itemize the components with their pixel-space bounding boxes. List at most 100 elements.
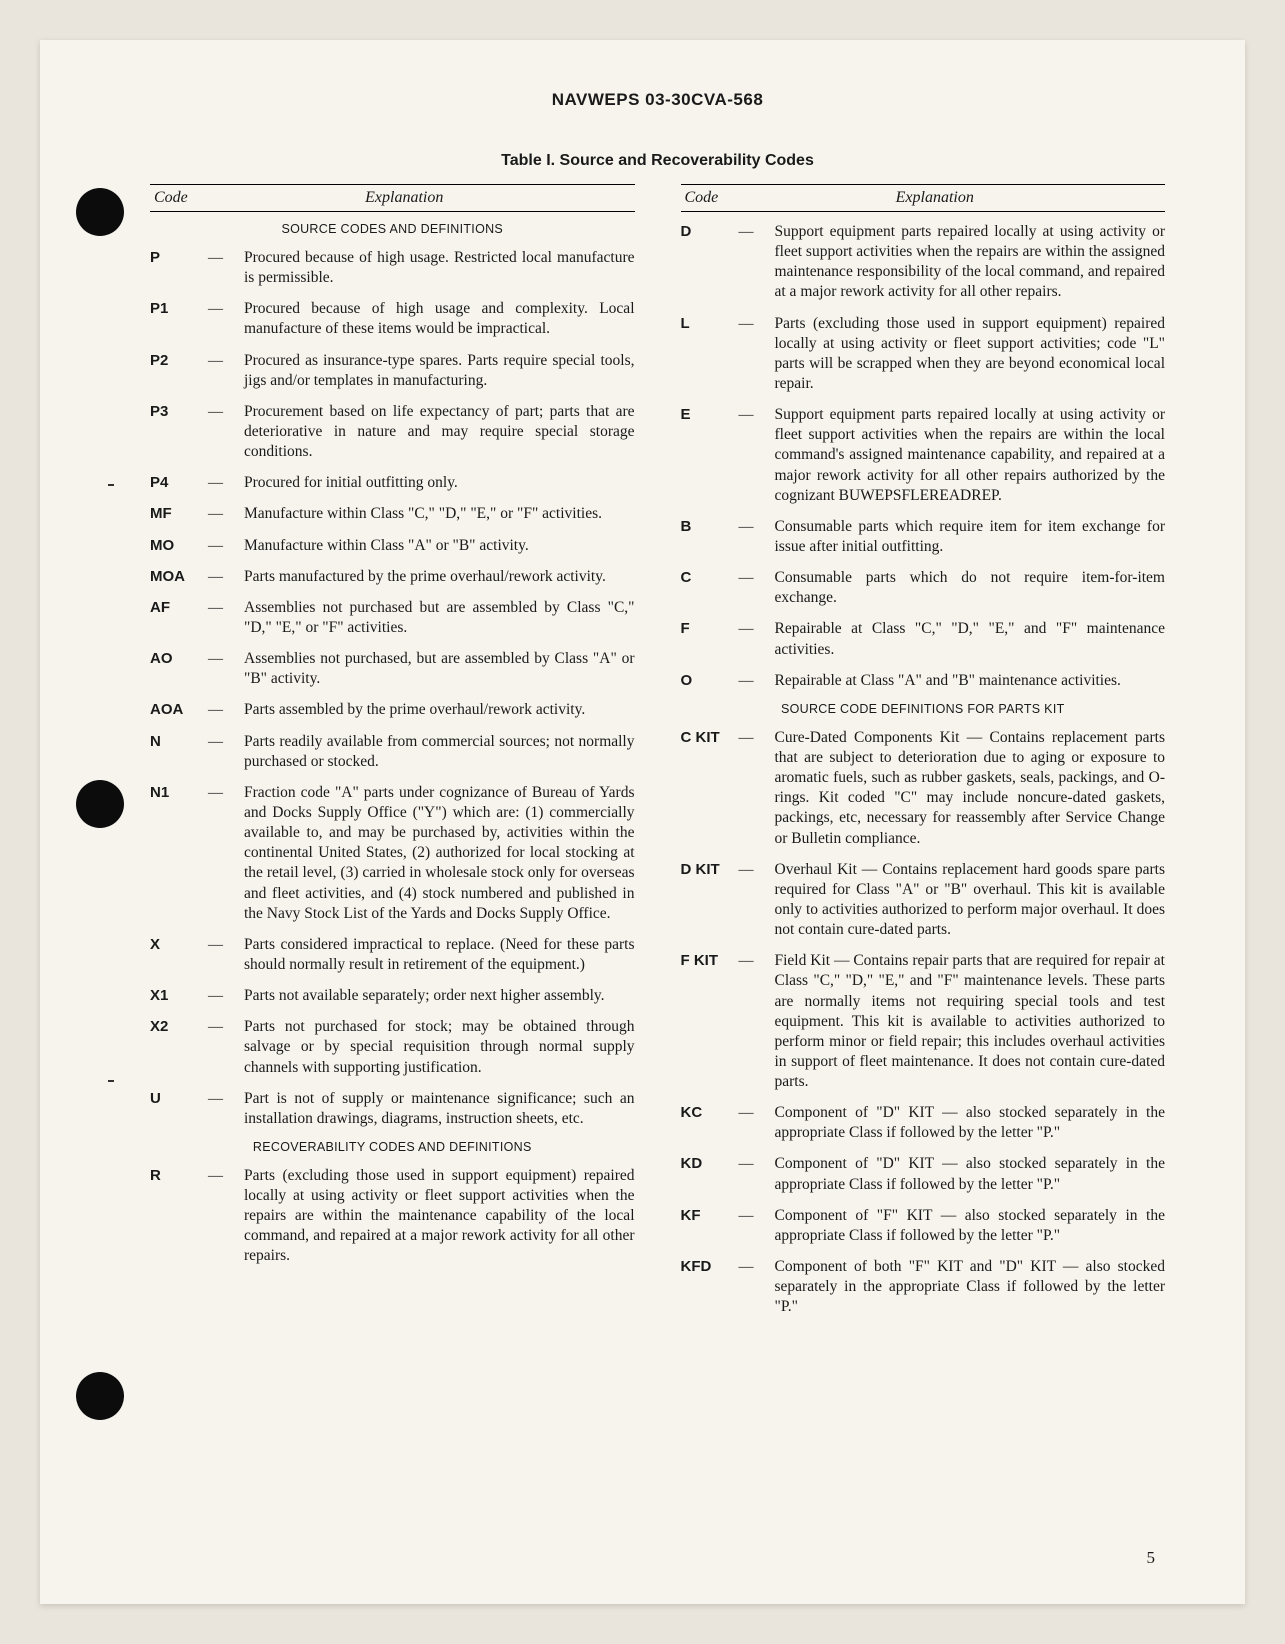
entry-code: P2: [150, 352, 208, 369]
code-entry: D—Support equipment parts repaired local…: [681, 222, 1166, 303]
entry-code: KFD: [681, 1258, 739, 1275]
entry-explanation: Procured for initial outfitting only.: [244, 473, 635, 493]
right-kit-entries: C KIT — Cure-Dated Components Kit — Contai…: [681, 728, 1166, 1318]
code-entry: C KIT—Cure-Dated Components Kit — Contai…: [681, 728, 1166, 849]
code-entry: MOA—Parts manufactured by the prime over…: [150, 567, 635, 587]
punch-hole: [76, 1372, 124, 1420]
entry-explanation: Cure-Dated Components Kit — Contains rep…: [775, 728, 1166, 849]
entry-dash: —: [739, 673, 775, 690]
entry-code: P1: [150, 300, 208, 317]
entry-dash: —: [208, 353, 244, 370]
entry-dash: —: [208, 1019, 244, 1036]
entry-code: AF: [150, 599, 208, 616]
entry-explanation: Parts not purchased for stock; may be ob…: [244, 1017, 635, 1077]
entry-explanation: Manufacture within Class "C," "D," "E," …: [244, 504, 635, 524]
fold-mark: [108, 484, 114, 486]
entry-code: X2: [150, 1018, 208, 1035]
code-entry: B—Consumable parts which require item fo…: [681, 517, 1166, 557]
code-entry: KF—Component of "F" KIT — also stocked s…: [681, 1206, 1166, 1246]
entry-explanation: Repairable at Class "A" and "B" maintena…: [775, 671, 1166, 691]
entry-dash: —: [208, 569, 244, 586]
code-entry: R—Parts (excluding those used in support…: [150, 1166, 635, 1267]
entry-explanation: Overhaul Kit — Contains replacement hard…: [775, 860, 1166, 941]
entry-dash: —: [208, 506, 244, 523]
entry-code: AOA: [150, 701, 208, 718]
entry-explanation: Part is not of supply or maintenance sig…: [244, 1089, 635, 1129]
entry-explanation: Parts manufactured by the prime overhaul…: [244, 567, 635, 587]
entry-code: C KIT: [681, 729, 739, 746]
page-number: 5: [1147, 1548, 1156, 1568]
code-entry: MO—Manufacture within Class "A" or "B" a…: [150, 536, 635, 556]
entry-code: C: [681, 569, 739, 586]
entry-dash: —: [208, 785, 244, 802]
entry-dash: —: [208, 475, 244, 492]
punch-hole: [76, 188, 124, 236]
entry-dash: —: [208, 538, 244, 555]
entry-explanation: Procurement based on life expectancy of …: [244, 402, 635, 462]
code-entry: C—Consumable parts which do not require …: [681, 568, 1166, 608]
code-entry: F KIT—Field Kit — Contains repair parts …: [681, 951, 1166, 1092]
entry-explanation: Parts (excluding those used in support e…: [244, 1166, 635, 1267]
entry-dash: —: [208, 734, 244, 751]
entry-code: F: [681, 620, 739, 637]
column-header: Code Explanation: [150, 184, 635, 212]
entry-dash: —: [739, 570, 775, 587]
code-entry: AOA—Parts assembled by the prime overhau…: [150, 700, 635, 720]
entry-code: MO: [150, 537, 208, 554]
entry-code: N: [150, 733, 208, 750]
code-entry: N1—Fraction code "A" parts under cogniza…: [150, 783, 635, 924]
two-column-layout: Code Explanation SOURCE CODES AND DEFINI…: [150, 184, 1165, 1328]
code-entry: X2—Parts not purchased for stock; may be…: [150, 1017, 635, 1077]
entry-explanation: Parts readily available from commercial …: [244, 732, 635, 772]
entry-explanation: Component of "D" KIT — also stocked sepa…: [775, 1154, 1166, 1194]
entry-explanation: Consumable parts which require item for …: [775, 517, 1166, 557]
punch-hole: [76, 780, 124, 828]
section-title-source: SOURCE CODES AND DEFINITIONS: [150, 222, 635, 236]
entry-code: MOA: [150, 568, 208, 585]
entry-dash: —: [208, 1091, 244, 1108]
entry-code: R: [150, 1167, 208, 1184]
entry-explanation: Assemblies not purchased, but are assemb…: [244, 649, 635, 689]
code-entry: AO—Assemblies not purchased, but are ass…: [150, 649, 635, 689]
entry-code: N1: [150, 784, 208, 801]
entry-dash: —: [208, 1168, 244, 1185]
code-entry: F—Repairable at Class "C," "D," "E," and…: [681, 619, 1166, 659]
code-entry: P2—Procured as insurance-type spares. Pa…: [150, 351, 635, 391]
entry-explanation: Parts considered impractical to replace.…: [244, 935, 635, 975]
entry-code: B: [681, 518, 739, 535]
right-top-entries: D — Support equipment parts repaired local…: [681, 222, 1166, 691]
entry-code: U: [150, 1090, 208, 1107]
entry-dash: —: [208, 702, 244, 719]
entry-explanation: Support equipment parts repaired locally…: [775, 222, 1166, 303]
right-column: Code Explanation D—Support equipment par…: [681, 184, 1166, 1328]
entry-code: KF: [681, 1207, 739, 1224]
code-entry: MF—Manufacture within Class "C," "D," "E…: [150, 504, 635, 524]
entry-dash: —: [208, 988, 244, 1005]
code-entry: X—Parts considered impractical to replac…: [150, 935, 635, 975]
entry-explanation: Procured because of high usage and compl…: [244, 299, 635, 339]
code-entry: P—Procured because of high usage. Restri…: [150, 248, 635, 288]
code-entry: P3—Procurement based on life expectancy …: [150, 402, 635, 462]
entry-code: KD: [681, 1155, 739, 1172]
entry-code: P3: [150, 403, 208, 420]
entry-explanation: Manufacture within Class "A" or "B" acti…: [244, 536, 635, 556]
entry-code: D: [681, 223, 739, 240]
code-entry: E—Support equipment parts repaired local…: [681, 405, 1166, 506]
header-explanation: Explanation: [765, 189, 1166, 207]
section-title-recoverability: RECOVERABILITY CODES AND DEFINITIONS: [150, 1140, 635, 1154]
entry-explanation: Procured because of high usage. Restrict…: [244, 248, 635, 288]
header-code: Code: [150, 189, 234, 207]
entry-dash: —: [739, 1156, 775, 1173]
code-entry: O—Repairable at Class "A" and "B" mainte…: [681, 671, 1166, 691]
entry-explanation: Component of "F" KIT — also stocked sepa…: [775, 1206, 1166, 1246]
entry-dash: —: [739, 1105, 775, 1122]
entry-explanation: Parts assembled by the prime overhaul/re…: [244, 700, 635, 720]
section-title-kit: SOURCE CODE DEFINITIONS FOR PARTS KIT: [681, 702, 1166, 716]
entry-dash: —: [208, 250, 244, 267]
entry-code: AO: [150, 650, 208, 667]
entry-explanation: Parts not available separately; order ne…: [244, 986, 635, 1006]
entry-explanation: Component of "D" KIT — also stocked sepa…: [775, 1103, 1166, 1143]
entry-explanation: Component of both "F" KIT and "D" KIT — …: [775, 1257, 1166, 1317]
page: NAVWEPS 03-30CVA-568 Table I. Source and…: [40, 40, 1245, 1604]
header-explanation: Explanation: [234, 189, 635, 207]
